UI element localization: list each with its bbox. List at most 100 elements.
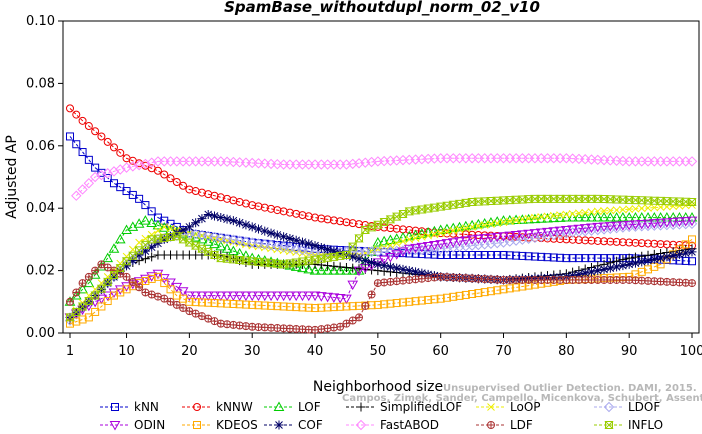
data-point-marker: [416, 242, 428, 253]
legend-label: LDF: [510, 418, 533, 432]
data-point-marker: [405, 249, 414, 258]
data-point-marker: [360, 256, 370, 266]
data-point-marker: [392, 224, 401, 233]
data-point-marker: [580, 268, 590, 278]
data-point-marker: [265, 291, 277, 302]
data-point-marker: [404, 266, 414, 276]
data-point-marker: [134, 250, 144, 260]
data-point-marker: [554, 226, 566, 237]
data-point-marker: [254, 202, 263, 211]
data-point-marker: [322, 292, 333, 303]
data-point-marker: [147, 252, 157, 262]
data-point-marker: [311, 304, 320, 313]
legend-item-knn: kNN: [100, 400, 159, 414]
data-point-marker: [680, 217, 692, 227]
data-point-marker: [316, 243, 326, 253]
data-point-marker: [549, 211, 558, 220]
data-point-marker: [140, 254, 150, 264]
data-point-marker: [72, 110, 81, 119]
data-point-marker: [108, 166, 120, 177]
data-point-marker: [329, 216, 338, 225]
data-point-marker: [449, 226, 458, 235]
data-point-marker: [405, 297, 414, 306]
data-point-marker: [291, 235, 301, 245]
data-point-marker: [556, 211, 564, 219]
y-tick-label: 0.10: [26, 14, 55, 29]
data-point-marker: [216, 299, 225, 308]
data-point-marker: [184, 291, 195, 302]
data-point-marker: [303, 291, 315, 302]
data-point-marker: [285, 208, 294, 217]
y-tick-label: 0.02: [26, 264, 55, 279]
data-point-marker: [606, 237, 615, 246]
data-point-marker: [411, 249, 420, 258]
data-point-marker: [487, 220, 495, 228]
data-point-marker: [468, 223, 476, 231]
series-line: [69, 220, 693, 318]
data-point-marker: [529, 213, 541, 224]
data-point-marker: [355, 419, 367, 431]
data-point-marker: [216, 213, 226, 223]
data-point-marker: [111, 403, 119, 411]
data-point-marker: [240, 291, 252, 302]
data-point-marker: [391, 250, 403, 260]
data-point-marker: [103, 174, 112, 183]
data-point-marker: [153, 238, 163, 248]
data-point-marker: [354, 264, 364, 274]
data-point-marker: [91, 127, 100, 136]
legend-item-cof: COF: [264, 418, 323, 432]
data-point-marker: [196, 233, 208, 244]
data-point-marker: [517, 230, 528, 240]
data-point-marker: [600, 237, 609, 246]
data-point-marker: [178, 225, 188, 235]
data-point-marker: [241, 300, 250, 309]
legend-item-inflo: INFLO: [594, 418, 663, 432]
data-point-marker: [429, 241, 440, 251]
data-point-marker: [191, 309, 200, 318]
data-point-marker: [284, 291, 296, 302]
data-point-marker: [323, 244, 333, 254]
data-point-marker: [83, 277, 95, 288]
data-point-marker: [279, 232, 289, 242]
data-point-marker: [549, 253, 558, 262]
data-point-marker: [592, 222, 604, 233]
x-tick-label: 30: [244, 344, 261, 359]
data-point-marker: [397, 247, 409, 258]
data-point-marker: [562, 210, 571, 219]
data-point-marker: [674, 249, 684, 259]
data-point-marker: [204, 314, 213, 323]
data-point-marker: [102, 252, 114, 263]
data-point-marker: [133, 159, 145, 171]
data-point-marker: [353, 266, 365, 277]
data-point-marker: [347, 280, 359, 291]
data-point-marker: [193, 421, 201, 429]
data-point-marker: [460, 236, 472, 246]
data-point-marker: [102, 277, 113, 286]
data-point-marker: [447, 222, 459, 233]
data-point-marker: [461, 251, 470, 259]
data-point-marker: [399, 237, 407, 246]
data-point-marker: [66, 132, 74, 141]
data-point-marker: [574, 269, 584, 279]
data-point-marker: [405, 226, 414, 235]
data-point-marker: [499, 285, 508, 294]
data-point-marker: [485, 233, 497, 244]
data-point-marker: [411, 267, 421, 277]
data-point-marker: [304, 303, 313, 312]
data-point-marker: [317, 303, 326, 312]
legend-label: LOF: [298, 400, 321, 414]
data-point-marker: [304, 239, 314, 249]
data-point-marker: [568, 235, 577, 244]
data-point-marker: [297, 262, 308, 273]
data-point-marker: [348, 316, 357, 325]
data-point-marker: [317, 214, 326, 223]
legend-label: ODIN: [134, 418, 165, 432]
data-point-marker: [667, 217, 679, 228]
data-point-marker: [84, 297, 94, 307]
data-point-marker: [491, 232, 503, 243]
data-point-marker: [486, 251, 495, 259]
data-point-marker: [336, 322, 345, 331]
data-point-marker: [115, 264, 125, 273]
data-point-marker: [229, 299, 238, 308]
data-point-marker: [273, 206, 282, 215]
